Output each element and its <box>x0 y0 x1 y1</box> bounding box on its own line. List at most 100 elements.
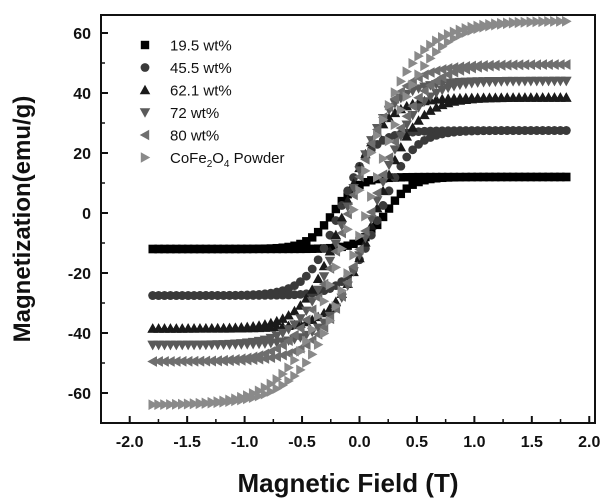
data-point <box>556 172 565 182</box>
data-point <box>278 244 287 254</box>
data-point <box>360 225 370 237</box>
data-point <box>520 172 530 182</box>
y-tick-label: -20 <box>68 266 91 283</box>
data-point <box>401 131 413 141</box>
data-point <box>443 36 454 48</box>
data-point <box>319 328 330 339</box>
data-point <box>408 145 418 155</box>
data-point <box>485 20 495 32</box>
data-point <box>479 172 488 182</box>
data-point <box>526 172 536 182</box>
legend-marker <box>140 40 150 50</box>
data-point <box>555 59 565 70</box>
data-point <box>479 22 489 33</box>
data-point <box>431 102 442 112</box>
data-point <box>213 244 222 254</box>
legend-marker <box>139 108 151 118</box>
data-point <box>485 172 494 182</box>
data-point <box>319 221 329 230</box>
data-point <box>402 66 413 77</box>
data-point <box>343 241 352 250</box>
data-point <box>532 16 542 28</box>
data-point <box>296 346 306 357</box>
data-point <box>426 39 436 51</box>
data-point <box>550 172 559 182</box>
legend-label: 80 wt% <box>170 128 219 145</box>
data-point <box>284 244 293 254</box>
data-point <box>371 196 383 206</box>
data-point <box>201 244 211 254</box>
data-point <box>207 244 216 254</box>
data-point <box>343 186 353 196</box>
data-point <box>491 172 500 182</box>
data-point <box>377 177 389 188</box>
data-point <box>178 244 187 254</box>
data-point <box>200 356 211 367</box>
data-point <box>308 349 318 360</box>
data-point <box>243 244 252 254</box>
legend: 19.5 wt% 45.5 wt% 62.1 wt% 72 wt% 80 wt% CoFe… <box>139 38 285 170</box>
x-tick-label: 1.0 <box>463 434 485 451</box>
data-point <box>497 172 506 182</box>
data-point <box>283 310 294 320</box>
data-point <box>290 244 299 254</box>
data-point <box>308 244 317 253</box>
y-tick-label: -40 <box>68 326 91 343</box>
data-point <box>313 339 324 350</box>
data-point <box>390 173 400 182</box>
data-point <box>402 152 412 162</box>
data-point <box>254 244 264 254</box>
legend-marker <box>139 129 150 141</box>
data-point <box>367 147 377 158</box>
data-point <box>531 59 541 70</box>
data-point <box>266 244 276 254</box>
data-point <box>259 353 270 364</box>
x-axis-title: Magnetic Field (T) <box>238 468 459 498</box>
data-point <box>461 172 471 182</box>
data-point <box>455 173 465 182</box>
data-point <box>201 398 212 409</box>
data-point <box>313 244 323 253</box>
data-point <box>336 291 346 302</box>
data-point <box>484 60 494 72</box>
data-point <box>373 130 383 141</box>
legend-label: 45.5 wt% <box>170 60 232 77</box>
data-point <box>172 399 182 410</box>
data-point <box>371 124 382 135</box>
data-point <box>318 272 330 282</box>
data-point <box>419 85 429 97</box>
y-axis-title: Magnetization(emu/g) <box>9 96 36 343</box>
data-point <box>383 160 395 171</box>
data-point <box>343 268 353 279</box>
data-point <box>467 25 477 36</box>
data-point <box>384 135 395 147</box>
data-point <box>336 221 348 231</box>
data-point <box>478 61 488 72</box>
data-point <box>342 202 353 212</box>
data-point <box>508 18 519 29</box>
data-point <box>153 356 163 367</box>
data-point <box>330 239 342 250</box>
data-point <box>448 67 459 78</box>
data-point <box>401 120 413 130</box>
data-point <box>402 91 413 102</box>
data-point <box>491 20 501 31</box>
data-point <box>166 244 175 254</box>
data-point <box>514 17 525 29</box>
data-point <box>507 59 518 71</box>
data-point <box>248 392 259 403</box>
data-point <box>324 256 336 267</box>
data-point <box>231 395 241 407</box>
data-point <box>260 388 271 400</box>
data-point <box>436 85 448 96</box>
data-point <box>302 244 311 254</box>
data-point <box>389 136 400 148</box>
data-point <box>367 176 376 185</box>
data-point <box>549 59 559 70</box>
data-point <box>490 60 500 72</box>
x-tick-label: 2.0 <box>578 434 600 451</box>
data-point <box>401 110 411 122</box>
data-point <box>207 397 218 409</box>
data-point <box>408 180 417 189</box>
